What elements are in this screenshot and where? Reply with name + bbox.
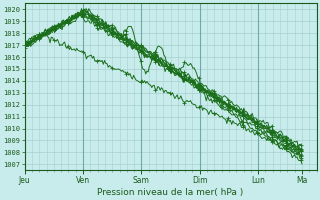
X-axis label: Pression niveau de la mer( hPa ): Pression niveau de la mer( hPa ) [98, 188, 244, 197]
